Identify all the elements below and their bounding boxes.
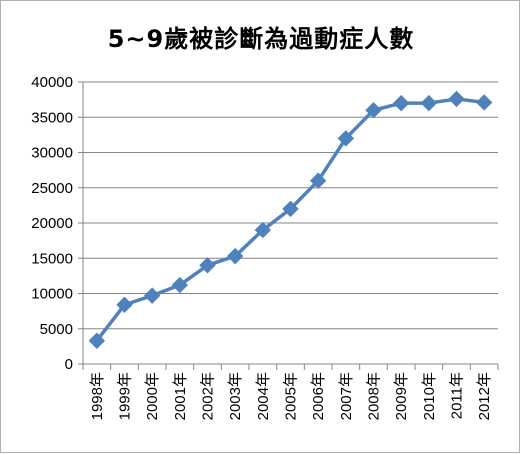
y-tick-label: 25000: [31, 180, 73, 197]
y-tick-labels: 0 5000 10000 15000 20000 25000 30000 35000 40000: [31, 74, 73, 373]
data-point-marker: [226, 247, 244, 265]
y-tick-label: 30000: [31, 145, 73, 162]
x-tick-label: 2003年: [227, 372, 244, 420]
data-point-marker: [282, 200, 299, 218]
data-point-marker: [420, 94, 438, 112]
data-point-marker: [143, 287, 161, 304]
y-tick-label: 35000: [31, 109, 73, 126]
x-tick-label: 2010年: [421, 372, 438, 420]
x-tick-label: 2006年: [310, 372, 327, 420]
y-tick-label: 10000: [31, 286, 73, 303]
data-point-marker: [365, 101, 382, 119]
axes: [78, 81, 499, 370]
x-tick-labels: 1998年 1999年 2000年 2001年 2002年 2003年 2004年 2005年…: [89, 372, 493, 420]
series-line: [95, 97, 485, 342]
y-tick-label: 20000: [31, 215, 73, 232]
y-tick-label: 15000: [31, 250, 73, 267]
x-tick-label: 2009年: [393, 372, 410, 420]
y-tick-label: 0: [65, 356, 73, 373]
x-tick-label: 2000年: [144, 372, 161, 420]
x-tick-label: 2011年: [449, 372, 466, 419]
series-layer: [88, 90, 493, 349]
data-point-marker: [475, 94, 493, 111]
data-point-marker: [199, 257, 216, 274]
y-tick-label: 40000: [31, 74, 73, 91]
x-tick-label: 2008年: [366, 372, 383, 420]
data-point-marker: [448, 90, 465, 108]
data-point-marker: [88, 332, 106, 349]
x-tick-label: 2007年: [338, 372, 355, 420]
chart-title: 5~9歲被診斷為過動症人數: [107, 25, 415, 53]
data-point-marker: [337, 130, 355, 147]
x-tick-label: 2005年: [283, 372, 300, 420]
x-tick-label: 2004年: [255, 372, 272, 420]
x-tick-label: 2012年: [476, 372, 493, 420]
data-point-marker: [309, 172, 327, 189]
data-point-marker: [254, 221, 272, 239]
x-tick-label: 1998年: [89, 372, 106, 420]
data-point-marker: [171, 276, 189, 294]
data-point-marker: [392, 94, 410, 112]
y-tick-label: 5000: [40, 321, 73, 338]
data-point-marker: [116, 296, 133, 313]
x-tick-label: 2002年: [200, 372, 217, 420]
x-tick-label: 2001年: [172, 372, 189, 420]
x-tick-label: 1999年: [117, 372, 134, 420]
